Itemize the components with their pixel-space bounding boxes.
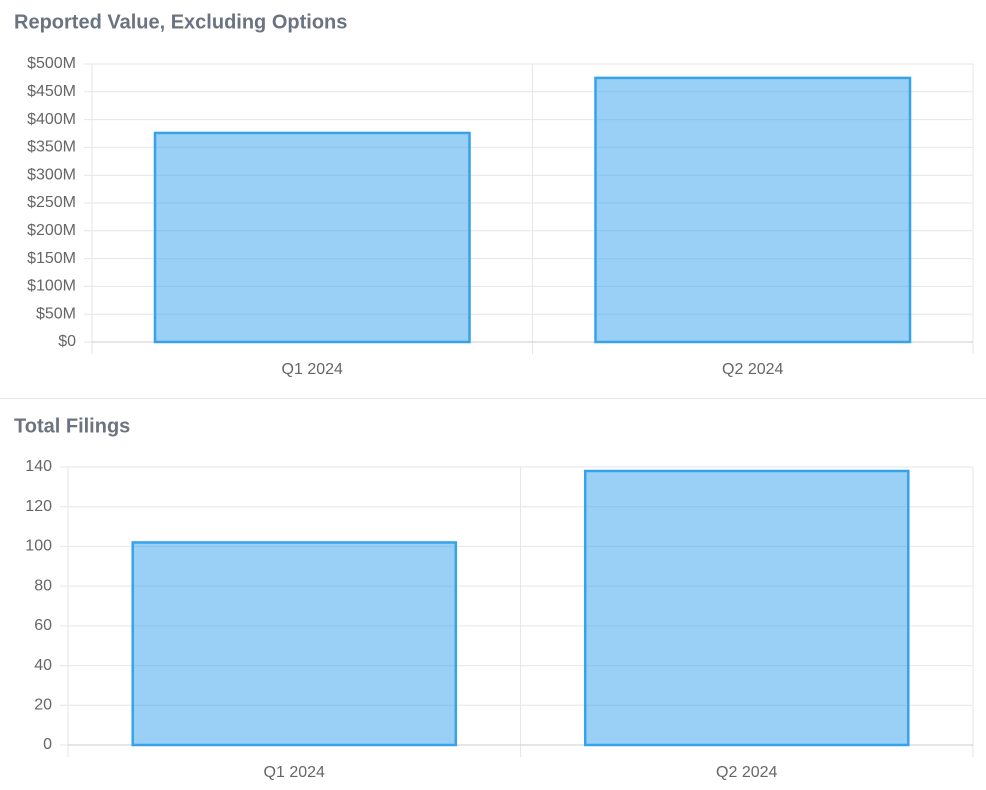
y-tick-label: 40	[34, 657, 52, 674]
y-tick-label: $50M	[36, 305, 76, 322]
y-tick-label: $100M	[27, 278, 76, 295]
y-tick-label: 60	[34, 617, 52, 634]
y-tick-label: $0	[58, 333, 76, 350]
bar	[153, 131, 471, 344]
y-tick-label: $200M	[27, 222, 76, 239]
y-tick-label: 80	[34, 577, 52, 594]
bar	[131, 541, 458, 747]
y-tick-label: 100	[25, 538, 52, 555]
x-tick-label: Q1 2024	[264, 764, 325, 781]
y-tick-label: $450M	[27, 83, 76, 100]
y-tick-label: $350M	[27, 139, 76, 156]
x-tick-label: Q2 2024	[716, 764, 777, 781]
x-tick-label: Q2 2024	[722, 361, 783, 378]
y-tick-label: 0	[43, 736, 52, 753]
y-tick-label: 120	[25, 498, 52, 515]
y-tick-label: $500M	[27, 55, 76, 72]
x-tick-label: Q1 2024	[282, 361, 343, 378]
chart-title: Total Filings	[14, 415, 130, 437]
bar	[583, 469, 910, 747]
y-tick-label: 20	[34, 697, 52, 714]
y-tick-label: $400M	[27, 111, 76, 128]
y-tick-label: $300M	[27, 166, 76, 183]
bar	[594, 76, 912, 344]
y-tick-label: $250M	[27, 194, 76, 211]
y-tick-label: 140	[25, 458, 52, 475]
chart-title: Reported Value, Excluding Options	[14, 11, 347, 33]
y-tick-label: $150M	[27, 250, 76, 267]
